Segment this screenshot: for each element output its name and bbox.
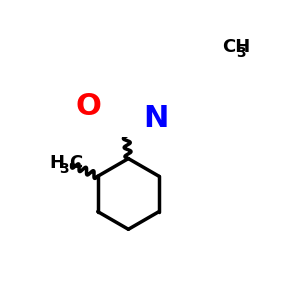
Text: N: N	[143, 104, 168, 134]
Text: C: C	[70, 154, 83, 172]
Text: 3: 3	[59, 162, 68, 176]
Text: H: H	[49, 154, 64, 172]
Text: O: O	[75, 92, 101, 121]
Text: 3: 3	[236, 46, 246, 60]
Text: CH: CH	[222, 38, 250, 56]
